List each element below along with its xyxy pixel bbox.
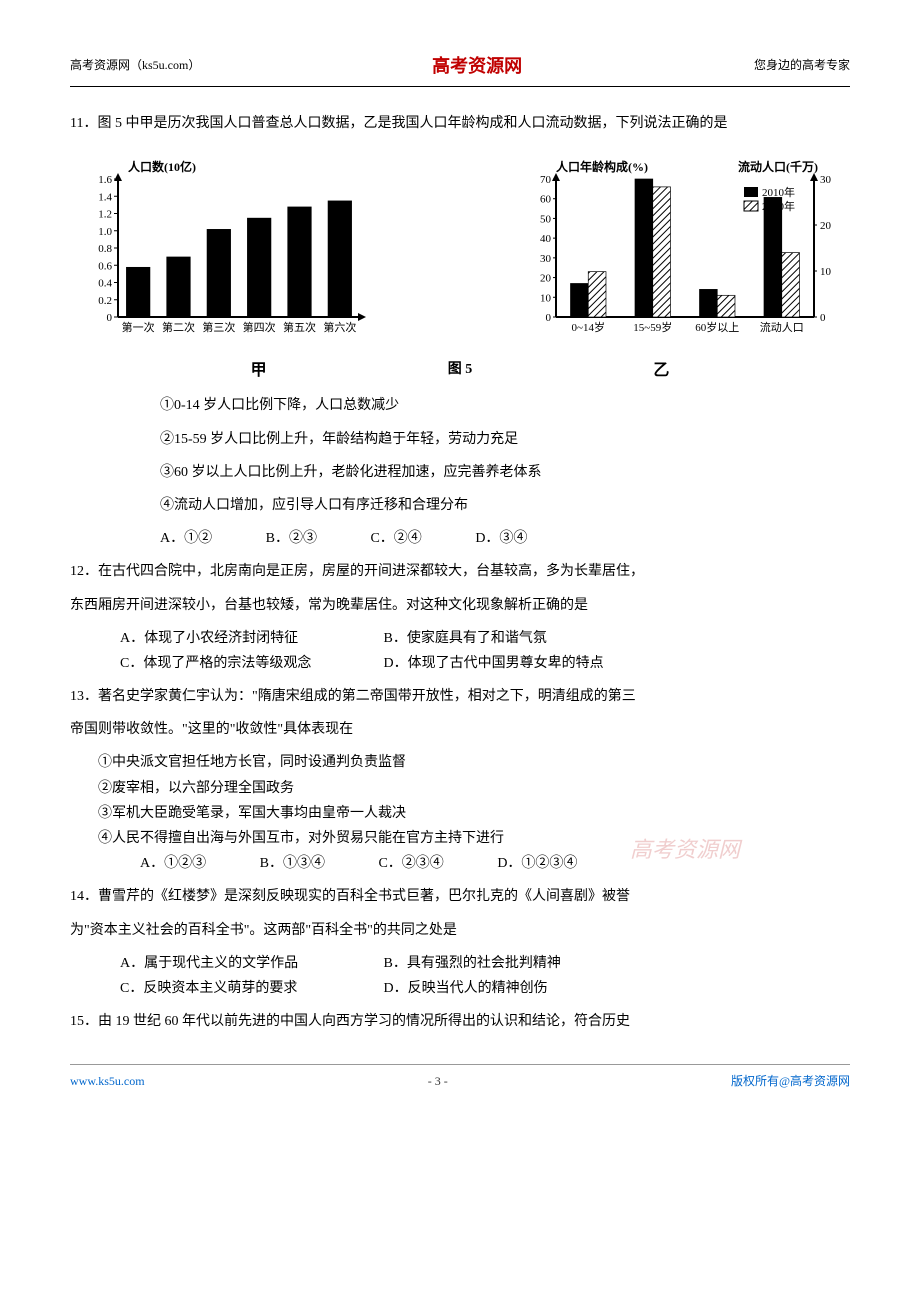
svg-text:10: 10 xyxy=(820,266,832,278)
svg-text:30: 30 xyxy=(540,252,552,264)
figure-label: 图 5 xyxy=(448,357,473,386)
q11-stem: 11．图 5 中甲是历次我国人口普查总人口数据，乙是我国人口年龄构成和人口流动数… xyxy=(70,111,850,136)
svg-text:0: 0 xyxy=(107,312,113,324)
q14-choice-d: D．反映当代人的精神创伤 xyxy=(384,981,548,996)
q11-opt1: ①0-14 岁人口比例下降，人口总数减少 xyxy=(160,393,850,418)
page-header: 高考资源网（ks5u.com） 高考资源网 您身边的高考专家 xyxy=(70,50,850,87)
chart-jia-block: 人口数(10亿)00.20.40.60.81.01.21.41.6第一次第二次第… xyxy=(70,157,370,347)
q13-choice-d: D．①②③④ xyxy=(497,851,577,876)
q13-opt4: ④人民不得擅自出海与外国互市，对外贸易只能在官方主持下进行 xyxy=(70,826,850,851)
svg-text:50: 50 xyxy=(540,213,552,225)
svg-text:60: 60 xyxy=(540,193,552,205)
q11-choice-d: D．③④ xyxy=(475,526,527,551)
q14-choice-a: A．属于现代主义的文学作品 xyxy=(120,951,380,976)
page-footer: www.ks5u.com - 3 - 版权所有@高考资源网 xyxy=(70,1064,850,1093)
svg-text:第一次: 第一次 xyxy=(122,320,155,334)
svg-text:第二次: 第二次 xyxy=(162,320,195,334)
svg-text:0.2: 0.2 xyxy=(98,294,112,306)
svg-text:流动人口(千万): 流动人口(千万) xyxy=(738,159,818,174)
figure-5: 人口数(10亿)00.20.40.60.81.01.21.41.6第一次第二次第… xyxy=(70,157,850,347)
q13-choices: A．①②③ B．①③④ C．②③④ D．①②③④ xyxy=(140,851,850,876)
q14-row1: A．属于现代主义的文学作品 B．具有强烈的社会批判精神 xyxy=(120,951,850,976)
svg-text:第五次: 第五次 xyxy=(283,320,316,334)
header-right: 您身边的高考专家 xyxy=(754,55,850,77)
svg-text:1.0: 1.0 xyxy=(98,225,112,237)
svg-text:1.2: 1.2 xyxy=(98,208,112,220)
q11-choice-c: C．②④ xyxy=(370,526,421,551)
chart-jia-svg: 人口数(10亿)00.20.40.60.81.01.21.41.6第一次第二次第… xyxy=(70,157,370,347)
q13-stem1: 13．著名史学家黄仁宇认为："隋唐宋组成的第二帝国带开放性，相对之下，明清组成的… xyxy=(70,684,850,709)
svg-text:0: 0 xyxy=(546,312,552,324)
svg-text:70: 70 xyxy=(540,174,552,186)
svg-text:人口数(10亿): 人口数(10亿) xyxy=(128,159,196,174)
svg-text:流动人口: 流动人口 xyxy=(760,320,804,334)
q12-choice-d: D．体现了古代中国男尊女卑的特点 xyxy=(384,656,604,671)
header-center-logo: 高考资源网 xyxy=(432,50,522,82)
q12-choice-c: C．体现了严格的宗法等级观念 xyxy=(120,651,380,676)
q14-stem1: 14．曹雪芹的《红楼梦》是深刻反映现实的百科全书式巨著，巴尔扎克的《人间喜剧》被… xyxy=(70,884,850,909)
svg-text:第四次: 第四次 xyxy=(243,320,276,334)
svg-text:30: 30 xyxy=(820,174,832,186)
svg-text:第六次: 第六次 xyxy=(323,320,356,334)
q11-opt2: ②15-59 岁人口比例上升，年龄结构趋于年轻，劳动力充足 xyxy=(160,427,850,452)
footer-page-number: - 3 - xyxy=(428,1071,448,1093)
svg-text:0.8: 0.8 xyxy=(98,243,112,255)
q12-stem2: 东西厢房开间进深较小，台基也较矮，常为晚辈居住。对这种文化现象解析正确的是 xyxy=(70,593,850,618)
figure-captions: 甲 图 5 乙 xyxy=(70,357,850,386)
svg-text:1.4: 1.4 xyxy=(98,191,112,203)
q11-choice-b: B．②③ xyxy=(266,526,317,551)
q12-row1: A．体现了小农经济封闭特征 B．使家庭具有了和谐气氛 xyxy=(120,626,850,651)
q13-choice-b: B．①③④ xyxy=(260,851,325,876)
svg-text:20: 20 xyxy=(540,272,552,284)
chart-jia: 人口数(10亿)00.20.40.60.81.01.21.41.6第一次第二次第… xyxy=(70,157,370,347)
q11-choices: A．①② B．②③ C．②④ D．③④ xyxy=(160,526,850,551)
svg-text:2010年: 2010年 xyxy=(762,185,795,199)
caption-jia: 甲 xyxy=(251,357,267,386)
q11-opt4: ④流动人口增加，应引导人口有序迁移和合理分布 xyxy=(160,493,850,518)
svg-text:0: 0 xyxy=(820,312,826,324)
q14-choice-b: B．具有强烈的社会批判精神 xyxy=(384,956,561,971)
svg-text:40: 40 xyxy=(540,233,552,245)
q14-choice-c: C．反映资本主义萌芽的要求 xyxy=(120,976,380,1001)
svg-text:0~14岁: 0~14岁 xyxy=(572,320,605,334)
svg-text:15~59岁: 15~59岁 xyxy=(633,320,672,334)
q11-choice-a: A．①② xyxy=(160,526,212,551)
q12-row2: C．体现了严格的宗法等级观念 D．体现了古代中国男尊女卑的特点 xyxy=(120,651,850,676)
q13-opt2: ②废宰相，以六部分理全国政务 xyxy=(70,776,850,801)
svg-text:人口年龄构成(%): 人口年龄构成(%) xyxy=(556,159,648,174)
caption-yi: 乙 xyxy=(653,357,669,386)
q12-choice-b: B．使家庭具有了和谐气氛 xyxy=(384,631,547,646)
svg-text:10: 10 xyxy=(540,292,552,304)
svg-text:0.4: 0.4 xyxy=(98,277,112,289)
footer-right: 版权所有@高考资源网 xyxy=(731,1071,850,1093)
footer-left: www.ks5u.com xyxy=(70,1071,145,1093)
q13-opt1: ①中央派文官担任地方长官，同时设通判负责监督 xyxy=(70,750,850,775)
svg-text:第三次: 第三次 xyxy=(202,320,235,334)
q13-opt3: ③军机大臣跪受笔录，军国大事均由皇帝一人裁决 xyxy=(70,801,850,826)
q12-choice-a: A．体现了小农经济封闭特征 xyxy=(120,626,380,651)
svg-text:0.6: 0.6 xyxy=(98,260,112,272)
q13-stem2: 帝国则带收敛性。"这里的"收敛性"具体表现在 xyxy=(70,717,850,742)
q11-opt3: ③60 岁以上人口比例上升，老龄化进程加速，应完善养老体系 xyxy=(160,460,850,485)
header-left: 高考资源网（ks5u.com） xyxy=(70,55,200,77)
q15-stem: 15．由 19 世纪 60 年代以前先进的中国人向西方学习的情况所得出的认识和结… xyxy=(70,1009,850,1034)
svg-text:1.6: 1.6 xyxy=(98,174,112,186)
q12-stem1: 12．在古代四合院中，北房南向是正房，房屋的开间进深都较大，台基较高，多为长辈居… xyxy=(70,559,850,584)
chart-yi-svg: 人口年龄构成(%) 流动人口(千万) 0 10 20 30 40 50 60 70 0 10 20 30 2… xyxy=(520,157,850,347)
q14-stem2: 为"资本主义社会的百科全书"。这两部"百科全书"的共同之处是 xyxy=(70,918,850,943)
svg-text:20: 20 xyxy=(820,220,832,232)
chart-yi-block: 人口年龄构成(%) 流动人口(千万) 0 10 20 30 40 50 60 70 0 10 20 30 2… xyxy=(520,157,850,347)
q13-choice-a: A．①②③ xyxy=(140,851,206,876)
chart-yi: 人口年龄构成(%) 流动人口(千万) 0 10 20 30 40 50 60 70 0 10 20 30 2… xyxy=(520,157,850,347)
svg-text:60岁以上: 60岁以上 xyxy=(695,320,739,334)
q13-choice-c: C．②③④ xyxy=(378,851,443,876)
q14-row2: C．反映资本主义萌芽的要求 D．反映当代人的精神创伤 xyxy=(120,976,850,1001)
